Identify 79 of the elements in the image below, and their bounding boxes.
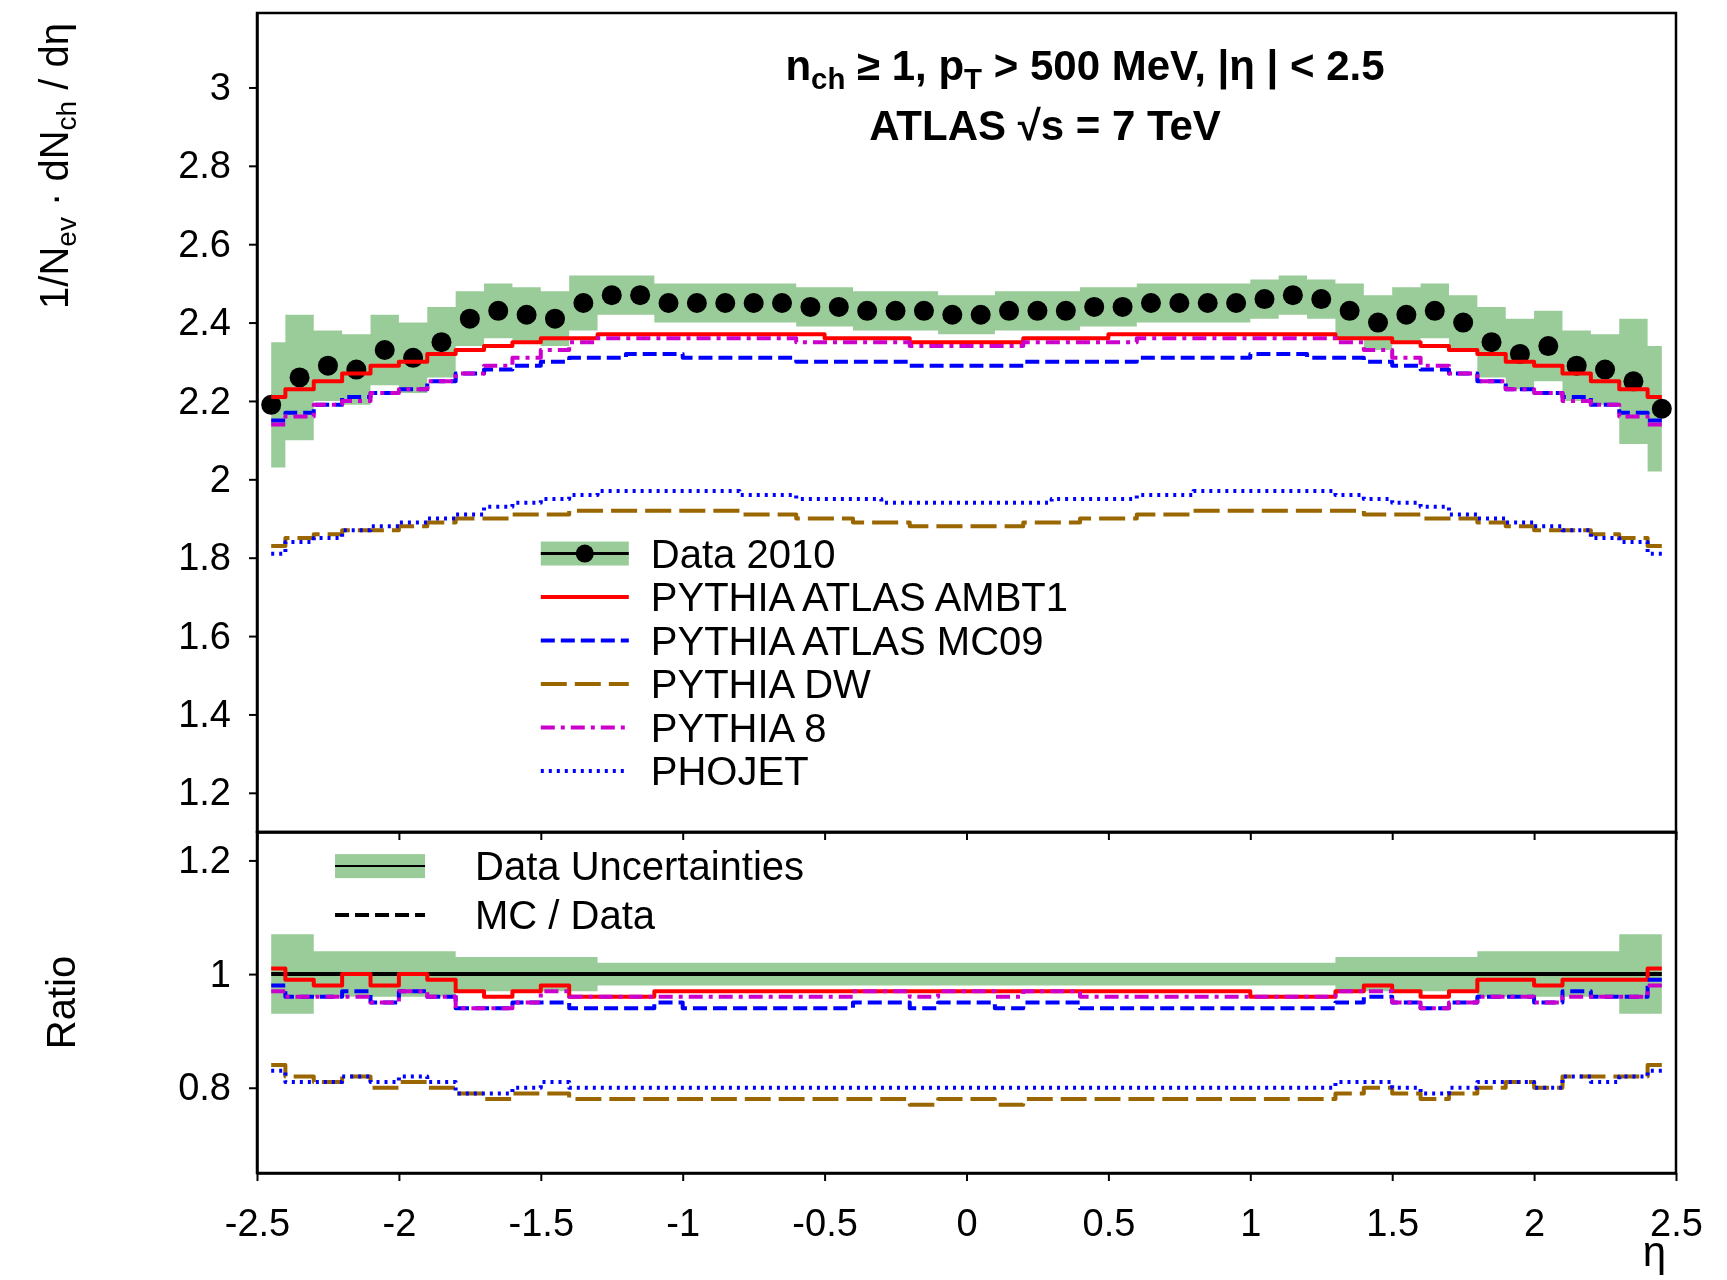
- x-tick-label: 0: [956, 1201, 978, 1244]
- point: [1140, 292, 1161, 313]
- y-tick-label: 1.2: [178, 839, 231, 882]
- point: [1339, 300, 1360, 321]
- legend-label: PYTHIA 8: [650, 705, 827, 750]
- point: [828, 296, 849, 317]
- y-tick-label: 2.2: [178, 379, 231, 422]
- point: [1481, 332, 1502, 353]
- point: [913, 300, 934, 321]
- point: [1084, 296, 1105, 317]
- point: [743, 292, 764, 313]
- x-tick-label: -2.5: [224, 1201, 291, 1244]
- point: [686, 292, 707, 313]
- point: [317, 355, 338, 376]
- point: [1055, 300, 1076, 321]
- x-tick-label: -1: [666, 1201, 701, 1244]
- point: [516, 304, 537, 325]
- legend-label: Data 2010: [650, 531, 836, 576]
- point: [1282, 285, 1303, 306]
- legend-label: PYTHIA DW: [650, 662, 872, 707]
- text: ATLAS √s = 7 TeV: [869, 102, 1221, 149]
- point: [1197, 292, 1218, 313]
- y-tick-label: 2.6: [178, 222, 231, 265]
- point: [544, 308, 565, 329]
- point: [374, 340, 395, 361]
- point: [630, 285, 651, 306]
- y-tick-label: 1.6: [178, 614, 231, 657]
- point: [772, 292, 793, 313]
- point: [431, 332, 452, 353]
- point: [658, 292, 679, 313]
- point: [573, 292, 594, 313]
- point: [800, 296, 821, 317]
- legend-label: PYTHIA ATLAS MC09: [650, 618, 1044, 663]
- point: [1027, 300, 1048, 321]
- x-tick-label: 2: [1524, 1201, 1546, 1244]
- y-tick-label: 2.8: [178, 144, 231, 187]
- x-tick-label: -1.5: [508, 1201, 575, 1244]
- point: [459, 308, 480, 329]
- point: [1311, 289, 1332, 310]
- y-tick-label: 2.4: [178, 301, 231, 344]
- legend-label: Data Uncertainties: [475, 844, 805, 889]
- point: [261, 394, 282, 415]
- point: [1112, 296, 1133, 317]
- legend-label: PHOJET: [650, 749, 809, 794]
- point: [289, 367, 310, 388]
- y-tick-label: 1.2: [178, 771, 231, 814]
- point: [885, 300, 906, 321]
- y-tick-label: 2: [209, 457, 231, 500]
- x-tick-label: -0.5: [792, 1201, 858, 1244]
- point: [1651, 398, 1672, 419]
- point: [1254, 289, 1275, 310]
- point: [999, 300, 1020, 321]
- x-tick-label: 1: [1240, 1201, 1262, 1244]
- point: [1169, 292, 1190, 313]
- point: [488, 300, 509, 321]
- point: [1368, 312, 1389, 333]
- point: [715, 292, 736, 313]
- point: [1424, 300, 1445, 321]
- y-axis-title: Ratio: [39, 955, 83, 1050]
- point: [1453, 312, 1474, 333]
- x-tick-label: 0.5: [1082, 1201, 1136, 1244]
- x-tick-label: 1.5: [1366, 1201, 1420, 1244]
- point: [601, 285, 622, 306]
- point: [942, 304, 963, 325]
- y-tick-label: 1: [209, 952, 231, 995]
- y-tick-label: 1.8: [178, 536, 231, 579]
- y-tick-label: 0.8: [178, 1066, 231, 1109]
- annotation: MC / Data: [475, 893, 656, 938]
- y-tick-label: 3: [209, 66, 231, 109]
- x-tick-label: -2: [382, 1201, 417, 1244]
- point: [1595, 359, 1616, 380]
- legend-label: PYTHIA ATLAS AMBT1: [650, 575, 1068, 620]
- point: [1538, 336, 1559, 357]
- text: n$_{ch}$ ≥ 1, p$_{T}$ > 500 MeV, |η | < 2.5: [785, 42, 1385, 95]
- point: [857, 300, 878, 321]
- point: [970, 304, 991, 325]
- point: [1226, 292, 1247, 313]
- y-tick-label: 1.4: [178, 693, 231, 736]
- point: [1396, 304, 1417, 325]
